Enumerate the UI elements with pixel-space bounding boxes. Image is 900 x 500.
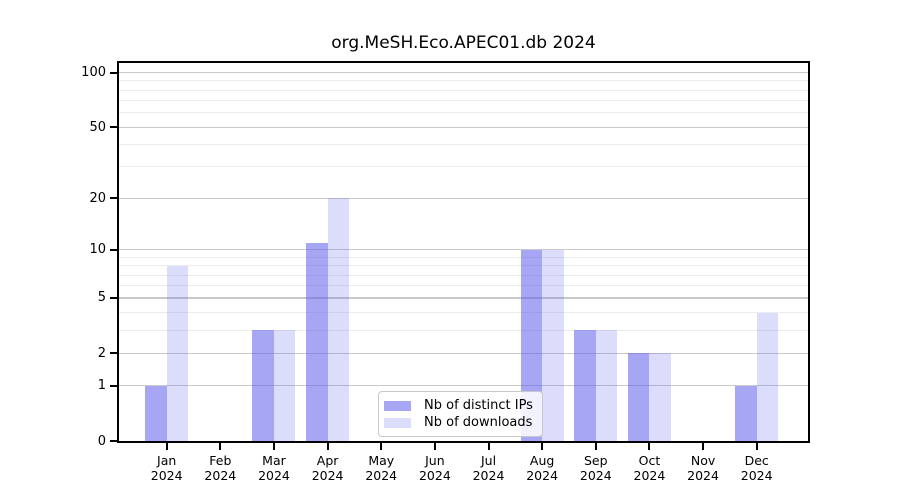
minor-gridline [119,285,808,287]
chart-title: org.MeSH.Eco.APEC01.db 2024 [331,33,596,53]
y-axis-tick [110,71,117,74]
legend-item-distinct-ips: Nb of distinct IPs [384,397,534,414]
downloads-swatch [384,417,411,428]
bar-oct-downloads [649,353,671,441]
legend-label-distinct-ips: Nb of distinct IPs [424,398,533,413]
x-tick-label: Oct 2024 [633,453,666,483]
bar-aug-downloads [542,249,564,441]
x-tick-label: Feb 2024 [204,453,237,483]
y-axis-tick [110,440,117,442]
y-tick-label: 2 [97,345,106,361]
x-axis-tick [380,443,383,450]
major-gridline [119,352,808,354]
minor-gridline [119,265,808,267]
bar-sep-distinct-ips [574,330,596,441]
major-gridline [119,126,808,128]
y-axis-tick [110,384,117,387]
y-axis-tick [110,126,117,129]
minor-gridline [119,166,808,168]
x-axis-tick [272,443,275,450]
bar-oct-distinct-ips [627,353,650,441]
y-axis-tick [110,197,117,199]
minor-gridline [119,329,808,331]
minor-gridline [119,274,808,276]
y-tick-label: 20 [89,190,106,206]
x-axis-tick [755,443,758,450]
minor-gridline [119,112,808,114]
x-axis-tick [648,443,651,450]
x-axis-tick [219,443,222,450]
x-tick-label: Aug 2024 [526,453,559,483]
minor-gridline [119,80,808,82]
y-axis-tick [110,352,117,355]
x-tick-label: Dec 2024 [740,453,773,483]
legend: Nb of distinct IPs Nb of downloads [378,391,543,437]
bar-apr-distinct-ips [306,242,328,441]
legend-item-downloads: Nb of downloads [384,414,534,431]
x-axis-tick [541,443,544,450]
bar-apr-downloads [327,198,350,441]
major-gridline [119,385,808,387]
plot-area [117,61,810,443]
major-gridline [119,72,808,74]
y-tick-label: 50 [89,119,106,135]
y-tick-label: 5 [97,290,106,306]
minor-gridline [119,100,808,102]
distinct-ips-swatch [384,400,411,411]
bar-mar-distinct-ips [252,330,274,441]
major-gridline [119,297,808,299]
y-tick-label: 100 [81,65,106,81]
minor-gridline [119,89,808,91]
legend-label-downloads: Nb of downloads [424,415,533,430]
x-axis-tick [433,443,436,450]
minor-gridline [119,256,808,258]
y-tick-label: 1 [97,378,106,394]
x-axis-tick [326,443,329,450]
bar-jan-distinct-ips [145,385,167,441]
x-axis-tick [165,443,168,450]
x-tick-label: Apr 2024 [311,453,344,483]
bar-jan-downloads [166,265,189,441]
x-axis-tick [702,443,705,450]
bar-mar-downloads [273,330,296,441]
minor-gridline [119,312,808,314]
x-tick-label: Nov 2024 [687,453,719,483]
bar-sep-downloads [595,330,618,441]
y-tick-label: 10 [89,242,106,258]
x-tick-label: Jun 2024 [418,453,451,483]
x-tick-label: Jan 2024 [150,453,183,483]
major-gridline [119,197,808,199]
x-tick-label: Sep 2024 [579,453,612,483]
bar-dec-distinct-ips [735,385,757,441]
x-axis-tick [594,443,597,450]
minor-gridline [119,144,808,146]
y-axis-tick [110,248,117,251]
y-axis-tick [110,296,117,299]
x-tick-label: May 2024 [365,453,398,483]
bar-dec-downloads [756,312,779,441]
x-tick-label: Mar 2024 [258,453,290,483]
x-axis-tick [487,443,490,450]
major-gridline [119,249,808,251]
x-tick-label: Jul 2024 [472,453,505,483]
y-tick-label: 0 [97,433,106,449]
